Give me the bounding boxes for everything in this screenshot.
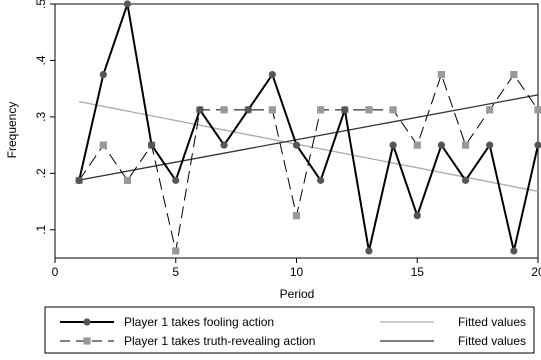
data-point <box>317 106 325 114</box>
data-point <box>99 70 107 79</box>
series-line <box>78 3 539 252</box>
legend-item-0: Player 1 takes fooling action <box>60 315 274 329</box>
x-tick-label: 15 <box>411 265 425 279</box>
data-point <box>172 247 180 255</box>
legend-swatch-marker <box>83 318 91 326</box>
legend-label: Fitted values <box>458 315 526 329</box>
x-tick-label: 10 <box>290 265 304 279</box>
data-point <box>413 141 421 149</box>
plot-border <box>54 3 539 259</box>
y-tick-label: .3 <box>34 112 48 122</box>
series-line <box>79 101 539 193</box>
data-point <box>148 141 156 149</box>
data-point <box>510 247 518 255</box>
legend-label: Fitted values <box>458 334 526 348</box>
x-tick-label: 5 <box>172 265 179 279</box>
series-layer <box>75 0 541 255</box>
series-3 <box>79 94 539 181</box>
data-point <box>486 106 494 114</box>
y-axis-title: Frequency <box>5 102 19 159</box>
data-point <box>510 70 518 79</box>
y-axis: .1 .2 .3 .4 .5 <box>34 0 55 235</box>
y-tick-label: .4 <box>34 55 48 65</box>
y-tick-label: .2 <box>34 168 48 178</box>
legend: Player 1 takes fooling action Player 1 ta… <box>44 306 535 354</box>
legend-swatch-marker <box>83 337 91 345</box>
data-point <box>437 141 445 149</box>
data-point <box>534 106 541 114</box>
x-axis-title: Period <box>280 287 315 301</box>
data-point <box>123 0 132 8</box>
legend-item-3: Fitted values <box>380 334 526 348</box>
data-point <box>413 212 421 220</box>
plot-frame <box>54 3 539 259</box>
data-point <box>341 106 349 114</box>
data-point <box>99 141 107 149</box>
data-point <box>365 247 373 255</box>
legend-item-2: Fitted values <box>380 315 526 329</box>
data-point <box>437 70 445 79</box>
x-tick-label: 20 <box>531 265 541 279</box>
data-point <box>244 106 252 114</box>
data-point <box>268 106 276 114</box>
x-tick-label: 0 <box>52 265 59 279</box>
data-point <box>196 106 204 114</box>
data-point <box>461 141 470 149</box>
data-point <box>220 106 228 114</box>
legend-box <box>44 306 535 354</box>
series-2 <box>79 101 539 193</box>
x-axis: 0 5 10 15 20 <box>52 258 541 279</box>
y-tick-label: .5 <box>34 0 48 9</box>
legend-label: Player 1 takes truth-revealing action <box>124 334 315 348</box>
series-line <box>79 94 539 181</box>
data-point <box>486 141 494 149</box>
data-point <box>461 176 470 184</box>
data-point <box>389 106 397 114</box>
series-0 <box>75 0 541 255</box>
legend-item-1: Player 1 takes truth-revealing action <box>60 334 315 348</box>
data-point <box>317 176 325 184</box>
legend-label: Player 1 takes fooling action <box>124 315 274 329</box>
data-point <box>220 141 228 149</box>
data-point <box>268 70 276 79</box>
data-point <box>172 176 180 184</box>
y-tick-label: .1 <box>34 224 48 234</box>
data-point <box>292 212 301 220</box>
data-point <box>75 176 83 184</box>
data-point <box>365 106 373 114</box>
data-point <box>389 141 397 149</box>
data-point <box>534 141 541 149</box>
data-point <box>292 141 301 149</box>
data-point <box>123 176 132 184</box>
